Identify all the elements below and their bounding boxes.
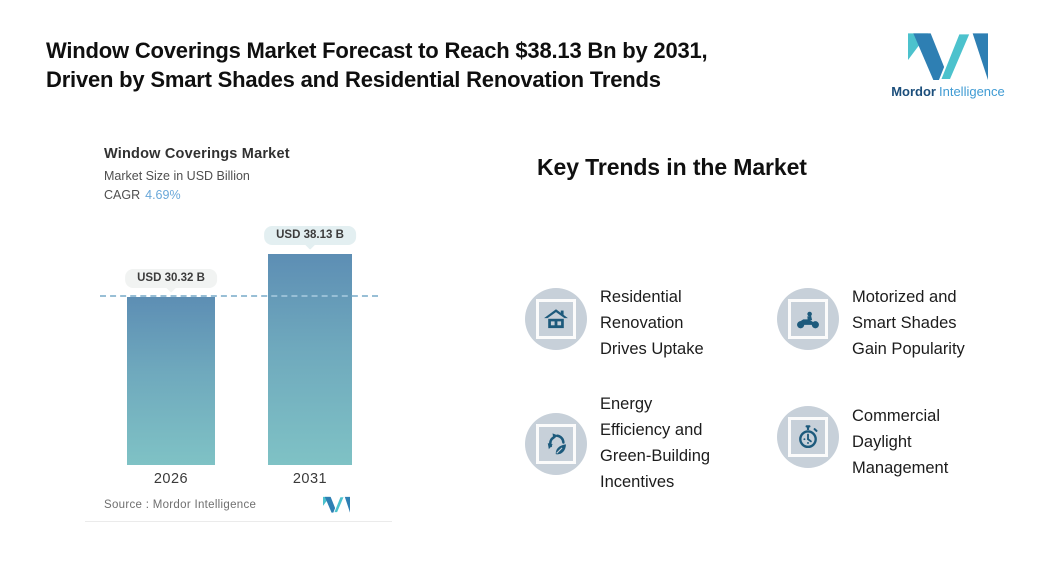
chart-title: Window Coverings Market	[104, 146, 290, 162]
chart-cagr: CAGR 4.69%	[104, 188, 181, 202]
trend-label-motorized: Motorized and Smart Shades Gain Populari…	[852, 288, 965, 358]
home-icon	[544, 309, 568, 329]
brand-logo-small-icon	[323, 496, 350, 518]
brand-name-light: Intelligence	[939, 84, 1005, 99]
market-chart-card: Window Coverings Market Market Size in U…	[85, 130, 392, 522]
trend-label-energy: Energy Efficiency and Green-Building Inc…	[600, 395, 711, 491]
axis-label-2026: 2026	[153, 471, 189, 487]
data-label-2031: USD 38.13 B	[264, 226, 356, 245]
bar-chart-plot: USD 30.32 B USD 38.13 B	[85, 221, 392, 465]
source-attribution: Source : Mordor Intelligence	[104, 499, 257, 511]
trend-icon-daylight	[777, 406, 839, 468]
trend-icon-residential	[525, 288, 587, 350]
cagr-label: CAGR	[104, 188, 141, 202]
icon-frame	[788, 417, 828, 457]
recycle-leaf-icon	[547, 433, 566, 455]
icon-frame	[788, 299, 828, 339]
page-title: Window Coverings Market Forecast to Reac…	[46, 38, 708, 92]
mordor-intelligence-logo-icon	[908, 32, 988, 80]
brand-wordmark: Mordor Intelligence	[886, 84, 1010, 99]
brand-logo: Mordor Intelligence	[886, 32, 1010, 99]
reference-dashed-line	[100, 295, 378, 297]
trend-icon-energy	[525, 413, 587, 475]
trend-icon-motorized	[777, 288, 839, 350]
stopwatch-icon	[799, 425, 818, 449]
icon-frame	[536, 299, 576, 339]
key-trends-heading: Key Trends in the Market	[537, 154, 807, 180]
brand-name-bold: Mordor	[891, 84, 936, 99]
trend-label-daylight: Commercial Daylight Management	[852, 407, 949, 477]
bar-2031	[268, 254, 352, 465]
motorcycle-icon	[797, 311, 819, 329]
data-label-2026: USD 30.32 B	[125, 269, 217, 288]
chart-subtitle: Market Size in USD Billion	[104, 169, 250, 183]
trend-label-residential: Residential Renovation Drives Uptake	[600, 288, 704, 358]
icon-frame	[536, 424, 576, 464]
axis-label-2031: 2031	[292, 471, 328, 487]
cagr-value: 4.69%	[145, 188, 181, 202]
bar-2026	[127, 297, 215, 465]
